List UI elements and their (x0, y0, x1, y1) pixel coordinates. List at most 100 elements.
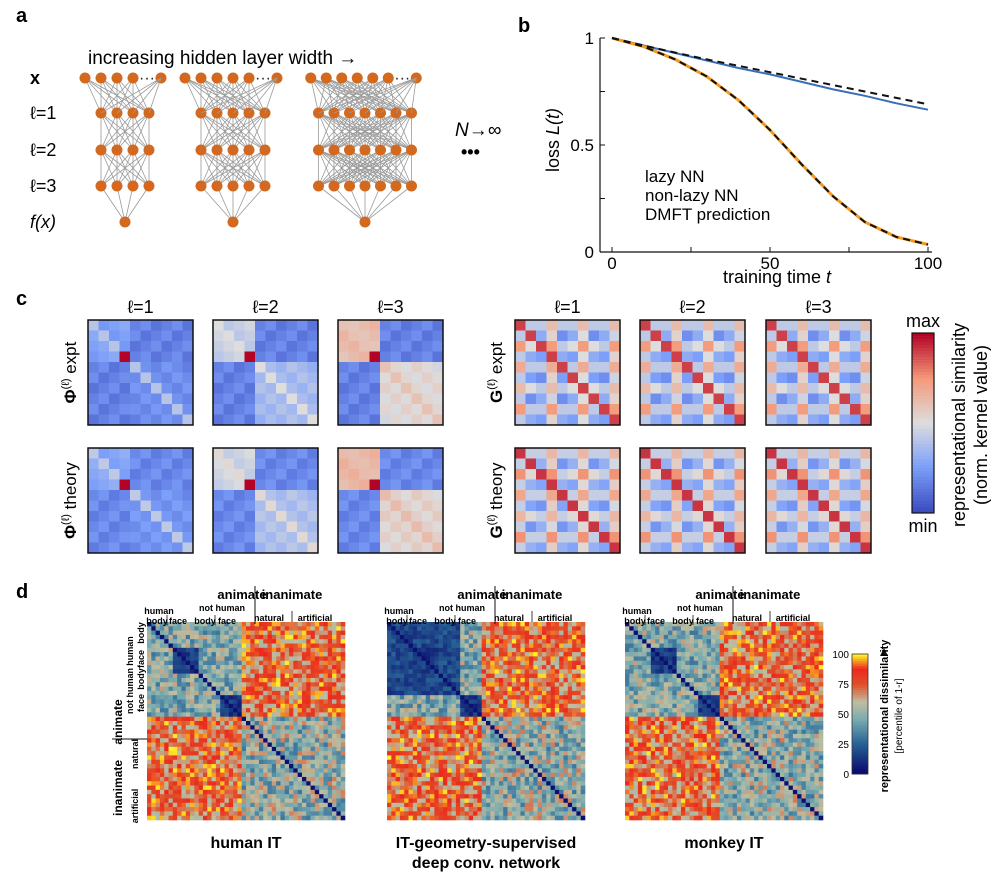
network-edge (100, 185, 126, 223)
network-edge (200, 77, 234, 114)
network-edge (84, 77, 102, 114)
network-edge (318, 112, 397, 151)
rdm-left-label: body (136, 622, 146, 644)
layer-column-label: ℓ=3 (805, 297, 831, 317)
network-edge (333, 77, 417, 114)
panel-c-letter: c (16, 288, 27, 310)
network-edge (318, 77, 373, 114)
panel-a-letter: a (16, 5, 28, 27)
network-node (119, 216, 131, 228)
network-edge (216, 112, 266, 151)
layer-column-label: ℓ=2 (679, 297, 705, 317)
similarity-colorbar: max min representational similarity (norm. … (906, 311, 991, 536)
dissimilarity-colorbar: 100 75 50 25 0 representational dissimilarity… (832, 639, 905, 793)
network-edge (395, 112, 412, 151)
network-node (344, 180, 355, 192)
layer-label-1: ℓ=1 (30, 103, 56, 123)
network-node (390, 144, 402, 156)
phi-kernel-matrix-theory-l2 (212, 447, 319, 554)
network-edge (216, 185, 234, 223)
network-node (195, 144, 207, 156)
rdm-category-label: not human (199, 603, 245, 613)
network-edge (200, 112, 266, 151)
network-node (143, 144, 155, 156)
network-edge (318, 112, 366, 151)
network-node (375, 144, 386, 156)
rdm-category-label: body (672, 616, 694, 626)
network-node (195, 180, 207, 192)
network-edge (248, 149, 266, 187)
rdm-category-label: artificial (538, 613, 573, 623)
rdm-colorbar-label-1: representational dissimilarity (879, 639, 891, 793)
rdm-category-label: face (696, 616, 714, 626)
x-axis-label: training time t (723, 267, 832, 287)
colorbar-tick: 75 (838, 680, 850, 691)
colorbar-tick: 50 (838, 710, 850, 721)
layer-label-2: ℓ=2 (30, 140, 56, 160)
network-node (179, 72, 191, 84)
network-edge (318, 77, 417, 114)
network-edge (349, 77, 417, 114)
kernel-row-label: G(ℓ) expt (486, 342, 506, 403)
network-edge (318, 149, 366, 187)
y-tick-label: 0 (585, 243, 594, 262)
rdm-category-label: face (647, 616, 665, 626)
rdm-left-label: animate (111, 699, 125, 745)
network-edge (200, 77, 278, 114)
rdm-category-label: human (144, 606, 174, 616)
network-edge (100, 77, 134, 114)
network-node (211, 72, 223, 84)
network-node (313, 180, 324, 192)
network-edge (200, 149, 218, 187)
network-edge (318, 112, 381, 151)
network-edge (248, 77, 278, 114)
rdm-category-label: artificial (298, 613, 333, 623)
network-edge (380, 149, 412, 187)
series-line-3 (611, 37, 929, 246)
network-edge (380, 77, 389, 114)
rdm-category-label: body (386, 616, 408, 626)
network-edge (349, 112, 412, 151)
network-graphs: ···· ···· ···· (79, 70, 422, 228)
network-edge (349, 185, 366, 223)
rdm-category-label: body (624, 616, 646, 626)
network-edge (395, 77, 417, 114)
network-edge (124, 185, 150, 223)
rdm-category-label: inanimate (262, 587, 323, 602)
network-node (211, 180, 223, 192)
network-edge (264, 77, 278, 114)
legend-dmft: DMFT prediction (645, 205, 770, 224)
network-edge (318, 112, 350, 151)
network-node (127, 72, 139, 84)
network-edge (318, 149, 412, 187)
network-node (382, 72, 394, 84)
phi-kernel-matrix-expt-l3 (337, 319, 444, 426)
x-tick-label: 0 (607, 254, 616, 273)
rdm-category-label: inanimate (740, 587, 801, 602)
rdm-category-label: animate (457, 587, 506, 602)
network-node (95, 180, 107, 192)
network-edge (333, 149, 412, 187)
network-edge (200, 77, 218, 114)
network-edge (333, 112, 412, 151)
network-edge (200, 185, 234, 223)
colorbar-tick: 0 (843, 770, 849, 781)
rdm-category-label: natural (254, 613, 284, 623)
network-edge (248, 77, 266, 114)
network-edge (132, 77, 150, 114)
network-node (351, 72, 363, 84)
rdm-category-label: face (218, 616, 236, 626)
network-edge (100, 149, 134, 187)
rdm-category-label: body (434, 616, 456, 626)
network-edge (200, 149, 234, 187)
network-node (95, 72, 107, 84)
network-edge (100, 77, 118, 114)
network-node (390, 180, 402, 192)
network-edge (333, 77, 389, 114)
x-tick-label: 100 (914, 254, 942, 273)
series-line-2 (611, 37, 929, 106)
network-node (320, 72, 332, 84)
network-node (359, 144, 371, 156)
network-edge (318, 77, 327, 114)
